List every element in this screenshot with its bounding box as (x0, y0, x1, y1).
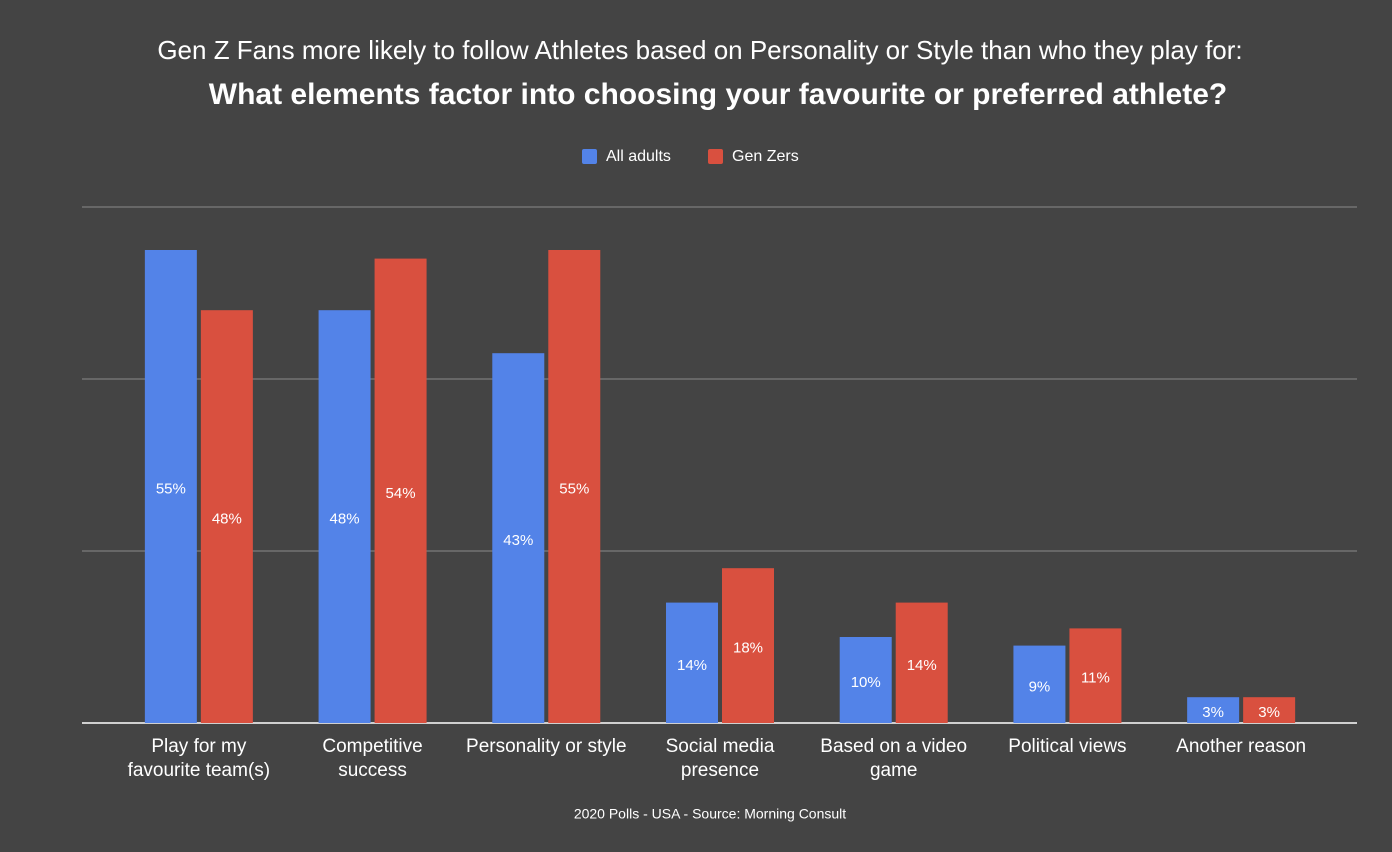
value-label: 18% (733, 640, 763, 657)
value-label: 43% (503, 532, 533, 549)
x-tick-label: Social media presence (665, 736, 775, 781)
value-label: 48% (212, 511, 242, 528)
x-tick-label: Play for my favourite team(s) (127, 736, 271, 781)
x-tick-label: Competitive success (322, 736, 423, 781)
value-label: 3% (1258, 704, 1280, 721)
legend-label: All adults (606, 148, 671, 165)
value-label: 9% (1029, 678, 1051, 695)
bar (1013, 645, 1066, 723)
bar (839, 637, 892, 723)
legend-swatch (582, 149, 597, 164)
value-label: 55% (156, 480, 186, 497)
x-tick-label: Personality or style (466, 736, 627, 757)
bar (492, 353, 545, 723)
bar (374, 258, 427, 723)
bar (1243, 697, 1296, 723)
bar (1069, 628, 1122, 723)
value-label: 55% (559, 480, 589, 497)
value-label: 48% (330, 511, 360, 528)
value-label: 11% (1081, 670, 1110, 687)
chart-title: Gen Z Fans more likely to follow Athlete… (157, 35, 1242, 65)
x-tick-label: Political views (1008, 736, 1127, 757)
bar (895, 602, 948, 723)
bar (200, 310, 253, 723)
value-label: 3% (1202, 704, 1224, 721)
bar (1187, 697, 1240, 723)
value-label: 54% (386, 485, 416, 502)
bar (548, 250, 601, 723)
value-label: 10% (851, 674, 881, 691)
bar (722, 568, 774, 723)
value-label: 14% (677, 657, 707, 674)
chart-subtitle: What elements factor into choosing your … (209, 78, 1228, 111)
x-tick-label: Based on a video game (820, 736, 968, 781)
footer: 2020 Polls - USA - Source: Morning Consu… (574, 806, 846, 822)
bar (144, 250, 197, 723)
x-tick-label: Another reason (1176, 736, 1307, 757)
legend-label: Gen Zers (732, 148, 799, 165)
bar (666, 602, 718, 723)
bar (318, 310, 371, 723)
legend-swatch (708, 149, 723, 164)
value-label: 14% (907, 657, 937, 674)
